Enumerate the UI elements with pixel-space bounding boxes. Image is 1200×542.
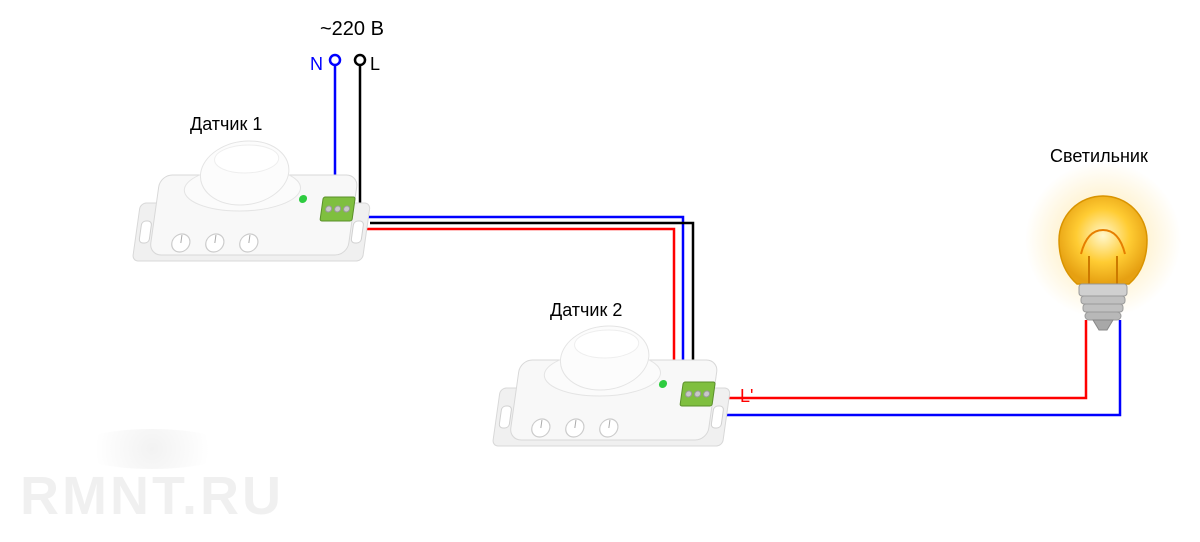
l-label: L bbox=[370, 54, 380, 75]
power-label: ~220 В bbox=[320, 18, 384, 41]
adjustment-knobs bbox=[171, 234, 260, 252]
terminal-n bbox=[330, 55, 340, 65]
terminal-block bbox=[680, 382, 715, 406]
lout-label: L' bbox=[740, 386, 753, 407]
terminal-l bbox=[355, 55, 365, 65]
sensor1-label: Датчик 1 bbox=[190, 114, 262, 135]
lamp-label: Светильник bbox=[1050, 146, 1148, 167]
adjustment-knobs bbox=[531, 419, 620, 437]
lamp bbox=[1003, 150, 1200, 390]
n-label: N bbox=[310, 54, 323, 75]
sensor-2 bbox=[490, 320, 750, 480]
sensor-1 bbox=[130, 135, 390, 295]
terminal-block bbox=[320, 197, 355, 221]
watermark: RMNT.RU bbox=[20, 465, 284, 527]
sensor2-label: Датчик 2 bbox=[550, 300, 622, 321]
